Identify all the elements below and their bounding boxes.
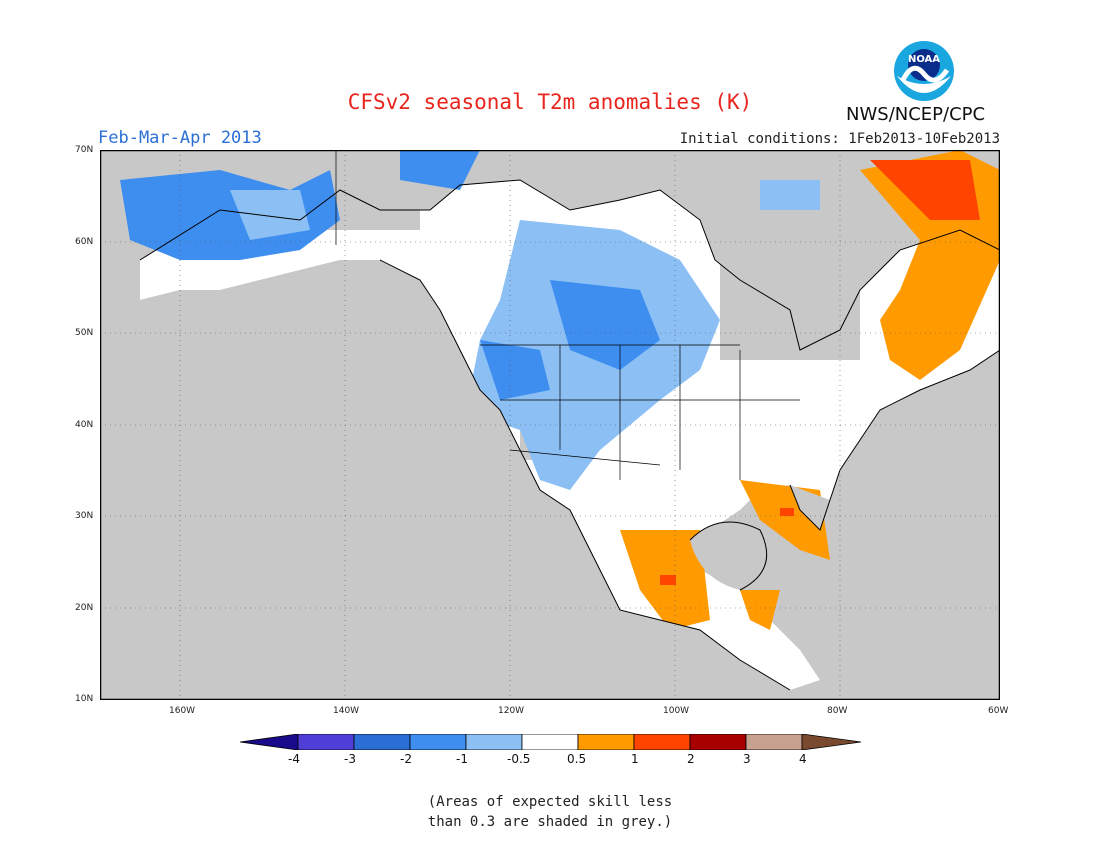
colorbar (240, 734, 862, 750)
colorbar-segment (521, 734, 579, 750)
skill-footnote: (Areas of expected skill less than 0.3 a… (0, 792, 1100, 832)
colorbar-tick-label: 4 (799, 752, 807, 766)
map-frame (99, 149, 1001, 701)
lon-label: 160W (169, 706, 196, 716)
initial-conditions-label: Initial conditions: 1Feb2013-10Feb2013 (679, 131, 1000, 147)
coastlines (139, 179, 1001, 691)
lat-label: 40N (75, 420, 94, 430)
lon-label: 80W (827, 706, 848, 716)
colorbar-tick-label: 3 (743, 752, 751, 766)
colorbar-tick-label: -2 (400, 752, 412, 766)
ocean-areas (100, 260, 1000, 700)
map-title: CFSv2 seasonal T2m anomalies (K) (347, 90, 753, 114)
colorbar-segment (801, 734, 862, 750)
colorbar-tick-label: 2 (687, 752, 695, 766)
agency-label: NWS/NCEP/CPC (846, 104, 986, 125)
lat-label: 70N (75, 145, 94, 155)
lat-label: 50N (75, 328, 94, 338)
noaa-logo: NOAA (894, 41, 954, 101)
colorbar-segment (409, 734, 467, 750)
colorbar-tick-label: -0.5 (507, 752, 531, 766)
colorbar-segment (353, 734, 411, 750)
political-borders (335, 150, 800, 480)
season-label: Feb-Mar-Apr 2013 (98, 128, 262, 148)
cold-anomalies (120, 150, 820, 490)
footnote-line: than 0.3 are shaded in grey.) (427, 814, 673, 830)
lon-label: 60W (988, 706, 1009, 716)
map-canvas (99, 149, 1001, 701)
colorbar-segment (297, 734, 355, 750)
lat-label: 10N (75, 694, 94, 704)
gridlines (100, 150, 1000, 700)
colorbar-tick-label: -1 (456, 752, 468, 766)
lat-label: 30N (75, 511, 94, 521)
lon-label: 100W (663, 706, 690, 716)
lat-label: 60N (75, 237, 94, 247)
lon-label: 140W (333, 706, 360, 716)
lat-label: 20N (75, 603, 94, 613)
colorbar-segment (745, 734, 803, 750)
anomaly-map (99, 149, 1001, 701)
colorbar-segment (240, 734, 299, 750)
colorbar-tick-label: 1 (631, 752, 639, 766)
colorbar-segment (633, 734, 691, 750)
colorbar-tick-label: -3 (344, 752, 356, 766)
colorbar-segment (465, 734, 523, 750)
colorbar-tick-label: -4 (288, 752, 300, 766)
colorbar-tick-label: 0.5 (567, 752, 587, 766)
colorbar-segment (689, 734, 747, 750)
lon-label: 120W (498, 706, 525, 716)
svg-text:NOAA: NOAA (908, 54, 940, 65)
footnote-line: (Areas of expected skill less (427, 794, 673, 810)
colorbar-segment (577, 734, 635, 750)
